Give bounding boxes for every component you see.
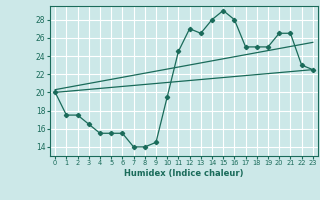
X-axis label: Humidex (Indice chaleur): Humidex (Indice chaleur) (124, 169, 244, 178)
